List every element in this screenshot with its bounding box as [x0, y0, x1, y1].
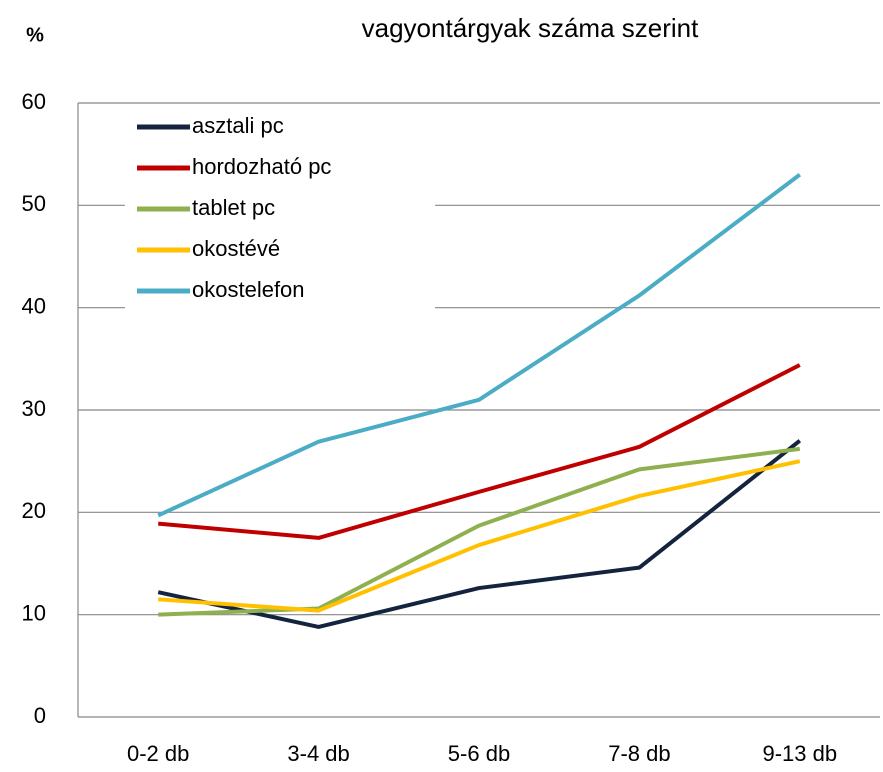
series-line — [158, 446, 801, 617]
y-tick-label: 60 — [22, 89, 46, 114]
x-tick-label: 5-6 db — [448, 741, 510, 766]
x-tick-label: 3-4 db — [287, 741, 349, 766]
series-line — [157, 173, 802, 518]
legend-label: okostévé — [192, 236, 280, 261]
series-line — [157, 439, 802, 629]
y-tick-label: 0 — [34, 703, 46, 728]
legend-label: asztali pc — [192, 113, 284, 138]
y-tick-label: 20 — [22, 498, 46, 523]
legend-label: hordozható pc — [192, 154, 331, 179]
series-line — [158, 363, 801, 540]
y-tick-label: 10 — [22, 600, 46, 625]
x-tick-label: 0-2 db — [127, 741, 189, 766]
chart-title: vagyontárgyak száma szerint — [362, 13, 699, 43]
y-tick-label: 40 — [22, 293, 46, 318]
legend-label: okostelefon — [192, 277, 305, 302]
legend-box — [125, 107, 435, 317]
y-tick-label: 30 — [22, 396, 46, 421]
y-tick-label: 50 — [22, 191, 46, 216]
x-tick-label: 7-8 db — [608, 741, 670, 766]
y-axis-label: % — [26, 24, 44, 46]
series-line — [158, 459, 801, 613]
x-tick-label: 9-13 db — [762, 741, 837, 766]
legend-label: tablet pc — [192, 195, 275, 220]
